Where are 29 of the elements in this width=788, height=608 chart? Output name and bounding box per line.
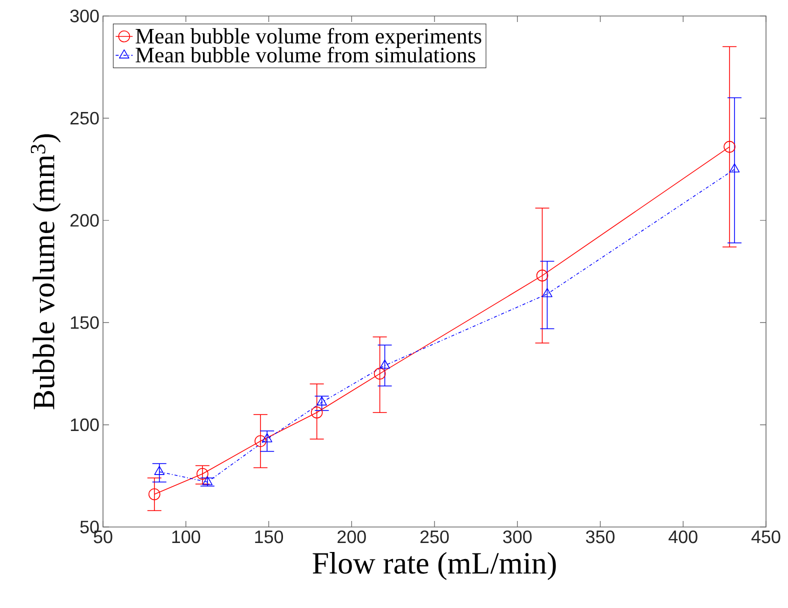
x-tick-label: 100 (172, 530, 200, 544)
y-tick-label: 300 (70, 10, 99, 22)
x-tick-label: 200 (338, 530, 366, 544)
point (374, 368, 386, 380)
point (148, 488, 160, 500)
y-tick-label: 150 (70, 316, 99, 329)
x-tick-label: 150 (255, 530, 284, 544)
point (380, 360, 390, 369)
point (196, 468, 208, 480)
point (254, 435, 266, 448)
point (154, 466, 165, 475)
x-axis-title: Flow rate (mL/min) (312, 552, 556, 580)
x-tick-label: 450 (751, 530, 780, 544)
point (310, 406, 323, 418)
legend-label: Mean bubble volume from simulations (136, 46, 476, 63)
y-tick-label: 250 (70, 112, 99, 125)
y-tick-label: 100 (70, 418, 99, 432)
point (542, 288, 552, 298)
point (724, 140, 736, 153)
x-tick-label: 400 (668, 530, 698, 544)
y-tick-label: 200 (70, 214, 99, 227)
x-tick-label: 250 (420, 530, 449, 544)
point (536, 270, 548, 282)
x-tick-label: 350 (586, 530, 615, 544)
point (262, 433, 272, 442)
point (729, 163, 740, 172)
x-tick-label: 300 (503, 530, 532, 544)
point (202, 476, 213, 486)
y-axis-title: Bubble volume (mm$^{3}$) (30, 134, 61, 410)
